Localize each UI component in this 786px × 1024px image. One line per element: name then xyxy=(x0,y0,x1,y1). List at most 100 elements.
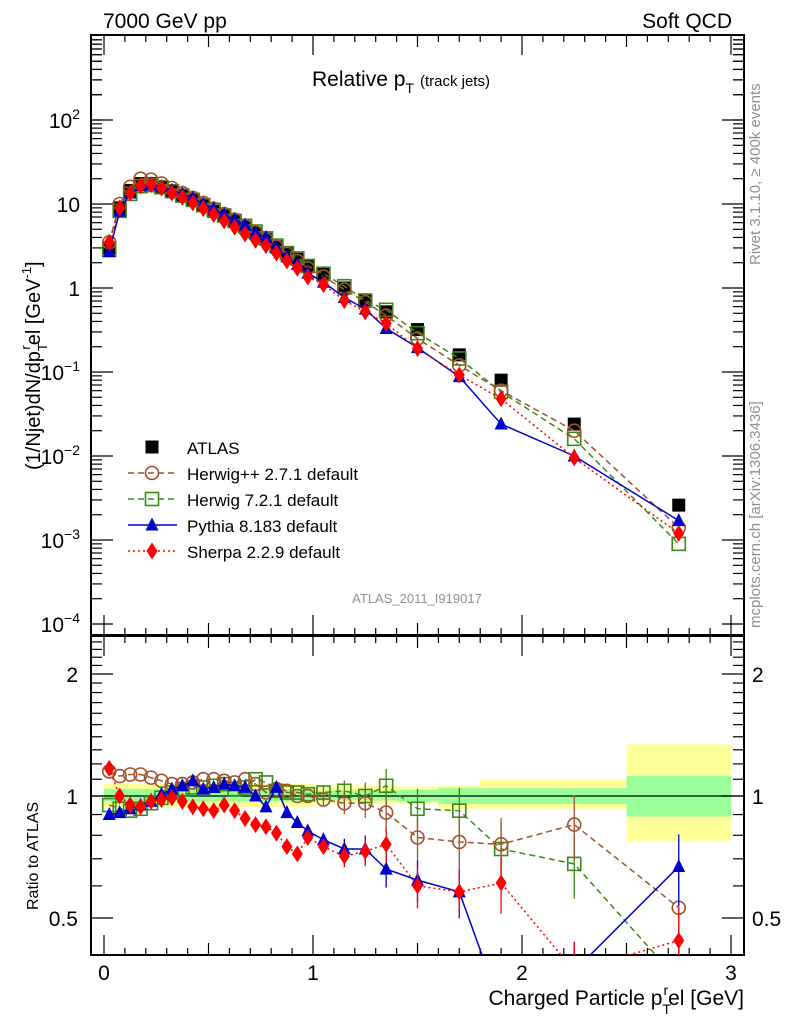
analysis-id-watermark: ATLAS_2011_I919017 xyxy=(352,591,482,606)
ratio-data-point xyxy=(176,792,188,810)
x-axis-label: Charged Particle pTrel [GeV] xyxy=(488,982,744,1017)
legend: ATLAS Herwig++ 2.7.1 default Herwig 7.2.1 … xyxy=(128,439,358,562)
data-point xyxy=(208,205,220,223)
ratio-axis-label: Ratio to ATLAS xyxy=(25,802,42,910)
mcplots-reference-text: mcplots.cern.ch [arXiv:1306.3436] xyxy=(747,401,764,628)
legend-marker xyxy=(145,517,159,531)
legend-label: Herwig++ 2.7.1 default xyxy=(187,465,358,484)
ratio-data-point xyxy=(672,974,685,987)
x-tick-label: 0 xyxy=(98,962,110,985)
ratio-data-point xyxy=(197,800,209,818)
legend-label: Herwig 7.2.1 default xyxy=(187,491,338,510)
ratio-data-point xyxy=(122,767,138,782)
data-point xyxy=(410,325,425,341)
ratio-y-tick-label: 0.5 xyxy=(49,908,78,931)
axes: 102 10 1 10−1 10−2 10−3 10−4 0 1 2 3 2 2 1 1 0.5 0.5 xyxy=(41,34,781,985)
data-point xyxy=(103,233,115,251)
data-point xyxy=(412,340,423,358)
data-point xyxy=(494,373,508,387)
data-point xyxy=(453,366,465,384)
data-point xyxy=(380,314,392,332)
ratio-data-point xyxy=(135,798,147,816)
data-point xyxy=(270,244,282,262)
data-point xyxy=(218,212,230,230)
ratio-data-point xyxy=(165,781,179,795)
legend-entry: Pythia 8.183 default xyxy=(128,517,338,536)
ratio-data-point xyxy=(114,787,126,805)
data-point xyxy=(566,423,582,439)
series-sherpa-2-2-9-default xyxy=(103,176,685,542)
data-point xyxy=(359,303,371,321)
header-category: Soft QCD xyxy=(642,10,732,33)
data-point xyxy=(568,449,580,467)
ratio-series-herwig-2-7-1-default xyxy=(101,764,687,948)
ratio-data-point xyxy=(451,834,467,850)
y-axis-label: (1/Njet)dN/dpTrel [GeV-1] xyxy=(18,261,50,470)
data-point xyxy=(672,513,686,527)
rivet-version-text: Rivet 3.1.10, ≥ 400k events xyxy=(747,83,764,265)
data-point xyxy=(494,416,508,430)
ratio-series-line xyxy=(109,779,680,955)
ratio-data-point xyxy=(208,802,220,820)
ratio-data-point xyxy=(145,792,157,810)
ratio-data-point xyxy=(112,768,127,784)
plot-title: Relative pT (track jets) xyxy=(312,68,490,96)
ratio-data-point xyxy=(102,807,116,821)
ratio-data-point xyxy=(196,781,210,795)
data-point xyxy=(291,259,303,277)
ratio-data-point xyxy=(495,874,507,892)
ratio-data-point xyxy=(380,835,392,853)
ratio-data-point xyxy=(378,805,394,820)
data-point xyxy=(229,218,241,236)
y-tick-label: 10−2 xyxy=(41,442,81,469)
ratio-data-point xyxy=(103,759,115,777)
ratio-data-point xyxy=(239,809,251,827)
ratio-data-point xyxy=(316,792,331,807)
ratio-data-point xyxy=(317,838,329,856)
ratio-data-point xyxy=(412,877,423,895)
ratio-y-tick-label-right: 0.5 xyxy=(752,908,781,931)
ratio-data-point xyxy=(143,770,159,785)
legend-label: Sherpa 2.2.9 default xyxy=(187,543,340,562)
ratio-data-point xyxy=(217,776,231,790)
data-point xyxy=(124,184,136,202)
legend-entry: Herwig++ 2.7.1 default xyxy=(128,465,358,484)
data-point xyxy=(155,179,167,197)
ratio-data-point xyxy=(259,799,273,813)
ratio-data-point xyxy=(124,796,136,814)
series-atlas xyxy=(102,177,686,512)
ratio-data-point xyxy=(155,791,167,809)
header-energy: 7000 GeV pp xyxy=(103,10,227,33)
ratio-data-point xyxy=(451,803,467,818)
ratio-data-point xyxy=(207,779,221,793)
ratio-data-point xyxy=(378,778,394,794)
ratio-y-tick-label: 2 xyxy=(66,664,78,687)
ratio-data-point xyxy=(337,795,352,811)
main-panel-series xyxy=(101,171,687,552)
ratio-data-point xyxy=(229,802,241,820)
data-point xyxy=(114,199,126,217)
y-tick-label: 10−4 xyxy=(41,610,81,637)
ratio-data-point xyxy=(569,962,580,979)
ratio-data-point xyxy=(248,771,263,787)
data-point xyxy=(145,176,157,194)
data-point xyxy=(672,498,686,512)
ratio-data-point xyxy=(290,788,305,804)
ratio-data-point xyxy=(113,805,127,819)
legend-label: Pythia 8.183 default xyxy=(187,517,338,536)
ratio-data-point xyxy=(568,963,581,976)
ratio-data-point xyxy=(281,838,293,856)
ratio-data-point xyxy=(300,788,316,804)
ratio-data-point xyxy=(166,789,178,807)
ratio-data-point xyxy=(270,824,282,842)
data-point xyxy=(238,217,252,231)
y-tick-label: 10 xyxy=(57,194,80,217)
data-point xyxy=(197,200,209,218)
ratio-data-point xyxy=(260,818,272,836)
ratio-data-point xyxy=(338,847,350,865)
data-point xyxy=(187,194,199,212)
data-point xyxy=(338,291,350,309)
legend-marker xyxy=(144,491,160,507)
ratio-data-point xyxy=(410,801,425,817)
